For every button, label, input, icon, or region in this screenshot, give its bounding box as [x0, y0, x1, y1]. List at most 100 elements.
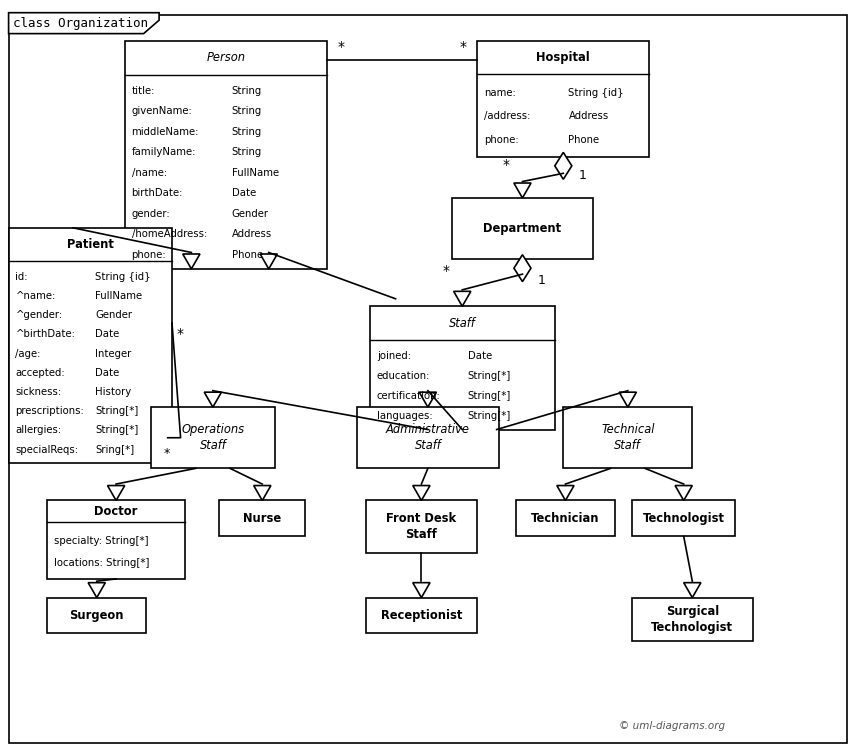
Text: String {id}: String {id} — [95, 272, 150, 282]
Text: /age:: /age: — [15, 349, 41, 359]
Text: allergies:: allergies: — [15, 426, 62, 436]
Text: phone:: phone: — [132, 249, 166, 260]
Text: gender:: gender: — [132, 208, 170, 219]
FancyBboxPatch shape — [150, 407, 275, 468]
Text: Gender: Gender — [232, 208, 269, 219]
Text: Doctor: Doctor — [95, 505, 138, 518]
FancyBboxPatch shape — [125, 41, 327, 269]
Text: © uml-diagrams.org: © uml-diagrams.org — [619, 721, 725, 731]
Text: prescriptions:: prescriptions: — [15, 406, 84, 416]
Text: Date: Date — [95, 368, 120, 378]
Text: Technologist: Technologist — [642, 512, 725, 525]
Polygon shape — [89, 583, 105, 598]
Text: Integer: Integer — [95, 349, 132, 359]
Text: History: History — [95, 387, 132, 397]
Text: *: * — [460, 40, 467, 54]
Text: Technical
Staff: Technical Staff — [601, 424, 654, 452]
Text: givenName:: givenName: — [132, 107, 193, 117]
Polygon shape — [675, 486, 692, 500]
Text: Nurse: Nurse — [243, 512, 281, 525]
Text: *: * — [176, 327, 183, 341]
Polygon shape — [260, 254, 277, 269]
Text: Person: Person — [206, 52, 245, 64]
Text: languages:: languages: — [377, 411, 433, 421]
Text: Patient: Patient — [67, 238, 114, 251]
Text: id:: id: — [15, 272, 28, 282]
Text: accepted:: accepted: — [15, 368, 65, 378]
Text: String[*]: String[*] — [95, 426, 138, 436]
Polygon shape — [9, 13, 159, 34]
Text: *: * — [163, 447, 169, 459]
Text: Staff: Staff — [449, 317, 476, 329]
Text: 1: 1 — [579, 169, 587, 182]
Text: certification:: certification: — [377, 391, 440, 400]
Text: middleName:: middleName: — [132, 127, 199, 137]
Text: Address: Address — [232, 229, 272, 239]
Text: Technician: Technician — [531, 512, 599, 525]
FancyBboxPatch shape — [357, 407, 499, 468]
Text: Operations
Staff: Operations Staff — [181, 424, 244, 452]
FancyBboxPatch shape — [477, 41, 649, 157]
Text: Surgical
Technologist: Surgical Technologist — [651, 605, 734, 633]
Polygon shape — [555, 152, 572, 179]
Polygon shape — [619, 392, 636, 407]
Text: name:: name: — [484, 87, 516, 98]
Polygon shape — [108, 486, 125, 500]
Text: Department: Department — [483, 222, 562, 235]
Text: ^birthDate:: ^birthDate: — [15, 329, 76, 339]
Polygon shape — [413, 486, 430, 500]
Text: String[*]: String[*] — [468, 391, 511, 400]
Polygon shape — [454, 291, 471, 306]
Text: title:: title: — [132, 86, 155, 96]
Polygon shape — [413, 583, 430, 598]
Text: ^gender:: ^gender: — [15, 310, 63, 320]
Text: *: * — [337, 40, 344, 54]
Text: String[*]: String[*] — [468, 371, 511, 381]
Text: Date: Date — [232, 188, 256, 198]
Text: phone:: phone: — [484, 135, 519, 145]
Text: String: String — [232, 86, 262, 96]
FancyBboxPatch shape — [516, 500, 615, 536]
Polygon shape — [182, 254, 200, 269]
Text: Date: Date — [468, 351, 492, 361]
Text: education:: education: — [377, 371, 430, 381]
FancyBboxPatch shape — [632, 598, 752, 641]
Text: Front Desk
Staff: Front Desk Staff — [386, 512, 457, 541]
Polygon shape — [514, 183, 531, 198]
Text: sickness:: sickness: — [15, 387, 62, 397]
Text: *: * — [502, 158, 509, 172]
Text: Date: Date — [95, 329, 120, 339]
FancyBboxPatch shape — [563, 407, 692, 468]
Text: String[*]: String[*] — [95, 406, 138, 416]
Polygon shape — [205, 392, 222, 407]
Text: Gender: Gender — [95, 310, 132, 320]
Text: 1: 1 — [538, 273, 546, 287]
Polygon shape — [684, 583, 701, 598]
Text: *: * — [442, 264, 449, 278]
Text: String: String — [232, 107, 262, 117]
Polygon shape — [420, 392, 436, 407]
Text: String: String — [232, 127, 262, 137]
Text: ^name:: ^name: — [15, 291, 56, 301]
FancyBboxPatch shape — [9, 228, 172, 463]
FancyBboxPatch shape — [9, 15, 847, 743]
Text: class Organization: class Organization — [13, 16, 148, 30]
FancyBboxPatch shape — [366, 598, 477, 633]
Text: /name:: /name: — [132, 168, 167, 178]
Text: Hospital: Hospital — [537, 51, 590, 63]
FancyBboxPatch shape — [219, 500, 305, 536]
Text: Phone: Phone — [232, 249, 263, 260]
Text: birthDate:: birthDate: — [132, 188, 183, 198]
Text: Phone: Phone — [568, 135, 599, 145]
FancyBboxPatch shape — [366, 500, 477, 553]
Polygon shape — [254, 486, 271, 500]
Text: Surgeon: Surgeon — [70, 609, 124, 622]
Text: Sring[*]: Sring[*] — [95, 444, 134, 455]
Text: familyName:: familyName: — [132, 147, 196, 158]
Text: specialty: String[*]: specialty: String[*] — [54, 536, 149, 545]
Polygon shape — [557, 486, 574, 500]
Text: FullName: FullName — [232, 168, 279, 178]
Text: specialReqs:: specialReqs: — [15, 444, 78, 455]
Text: String[*]: String[*] — [468, 411, 511, 421]
Text: joined:: joined: — [377, 351, 411, 361]
